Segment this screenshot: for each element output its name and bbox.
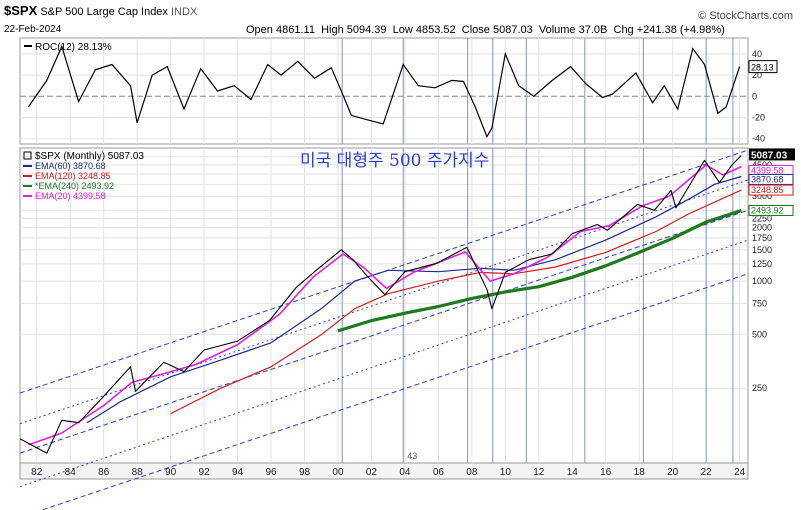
price-y-tick: 1500: [752, 245, 772, 255]
roc-legend: ROC(12) 28.13%: [24, 42, 112, 53]
date-label: 22-Feb-2024: [4, 24, 62, 35]
legend-swatch: [23, 151, 32, 160]
close-value: 5087.03: [492, 24, 533, 36]
price-series-line: [19, 155, 742, 454]
index-name: S&P 500 Large Cap Index: [40, 6, 168, 18]
x-tick-label: 88: [132, 467, 144, 478]
ema-tag-ema240: 2493.92: [751, 206, 784, 216]
x-tick-label: 96: [265, 467, 277, 478]
x-tick-label: 94: [232, 467, 244, 478]
legend-label-ema60: EMA(60) 3870.68: [35, 161, 106, 171]
roc-value-tag: 28.13: [751, 63, 774, 73]
legend-label-ema20: EMA(20) 4399.58: [35, 191, 106, 201]
price-y-tick: 1000: [752, 276, 772, 286]
price-y-tick: 3000: [752, 191, 772, 201]
legend-label-price: $SPX (Monthly) 5087.03: [35, 151, 144, 162]
x-tick-label: 14: [567, 467, 579, 478]
close-label: Close: [461, 24, 490, 36]
change-label: Chg: [613, 24, 634, 36]
ema60-series-line: [86, 175, 742, 424]
legend-label-ema120: EMA(120) 3248.85: [35, 171, 111, 181]
x-tick-label: 08: [466, 467, 478, 478]
x-tick-label: 84: [65, 467, 77, 478]
price-y-tick: 1250: [752, 259, 772, 269]
x-tick-label: 86: [98, 467, 110, 478]
x-tick-label: 82: [31, 467, 43, 478]
price-y-tick: 500: [752, 330, 767, 340]
volume-value: 37.0B: [578, 24, 608, 36]
open-label: Open: [246, 24, 273, 36]
exchange-code: INDX: [171, 6, 198, 18]
change-value: +241.38 (+4.98%): [636, 24, 725, 36]
price-y-tick: 2250: [752, 213, 772, 223]
ema-tag-box: [748, 173, 794, 185]
trend-channel-line: [19, 239, 749, 488]
price-y-tick: 750: [752, 298, 767, 308]
roc-panel-frame: [19, 37, 749, 145]
ema-tag-ema20: 4399.58: [751, 165, 784, 175]
korean-annotation: 미국 대형주 500 주가지수: [300, 151, 490, 171]
x-tick-label: 06: [433, 467, 445, 478]
roc-y-tick: 40: [752, 49, 762, 59]
x-tick-label: 22: [701, 467, 713, 478]
roc-series-line: [27, 44, 741, 138]
header-title: $SPX S&P 500 Large Cap Index INDX: [4, 3, 197, 18]
volume-label: Volume: [538, 24, 576, 36]
ema-tag-box: [748, 205, 794, 217]
price-y-tick: 4500: [752, 160, 772, 170]
marker-label: 43: [407, 451, 417, 461]
ema-tag-box: [748, 184, 794, 196]
x-tick-label: 20: [667, 467, 679, 478]
x-tick-label: 98: [299, 467, 311, 478]
ema240-series-line: [337, 208, 742, 333]
price-panel-frame: [19, 147, 749, 464]
roc-value-tag-box: [748, 60, 778, 74]
ema120-series-line: [170, 189, 742, 415]
price-y-tick: 1750: [752, 233, 772, 243]
roc-y-tick: -20: [752, 113, 765, 123]
ohlc-readout: Open 4861.11 High 5094.39 Low 4853.52 Cl…: [246, 24, 725, 36]
price-y-tick: 2000: [752, 223, 772, 233]
ema-tag-ema60: 3870.68: [751, 174, 784, 184]
x-tick-label: 92: [199, 467, 211, 478]
ema20-series-line: [28, 164, 742, 446]
x-tick-label: 02: [366, 467, 378, 478]
low-label: Low: [392, 24, 413, 36]
x-axis-strip: [19, 462, 749, 480]
low-value: 4853.52: [415, 24, 456, 36]
x-tick-label: 12: [533, 467, 545, 478]
high-value: 5094.39: [346, 24, 387, 36]
high-label: High: [321, 24, 344, 36]
x-tick-label: 90: [165, 467, 177, 478]
roc-y-tick: -40: [752, 134, 765, 144]
ema-tag-ema120: 3248.85: [751, 185, 784, 195]
x-tick-label: 04: [399, 467, 411, 478]
stockcharts-watermark: © StockCharts.com: [698, 10, 793, 22]
price-y-tick: 250: [752, 383, 767, 393]
roc-legend-label: ROC(12) 28.13%: [35, 42, 112, 53]
roc-y-tick: 0: [752, 91, 757, 101]
price-tag: 5087.03: [751, 150, 788, 161]
price-tag-box: [749, 148, 795, 161]
x-tick-label: 10: [500, 467, 512, 478]
x-tick-label: 00: [332, 467, 344, 478]
x-tick-label: 16: [600, 467, 612, 478]
roc-y-tick: 20: [752, 70, 762, 80]
x-tick-label: 24: [734, 467, 746, 478]
ticker-symbol: $SPX: [4, 3, 38, 18]
open-value: 4861.11: [275, 24, 315, 36]
legend-label-ema240: *EMA(240) 2493.92: [35, 181, 114, 191]
x-tick-label: 18: [634, 467, 646, 478]
